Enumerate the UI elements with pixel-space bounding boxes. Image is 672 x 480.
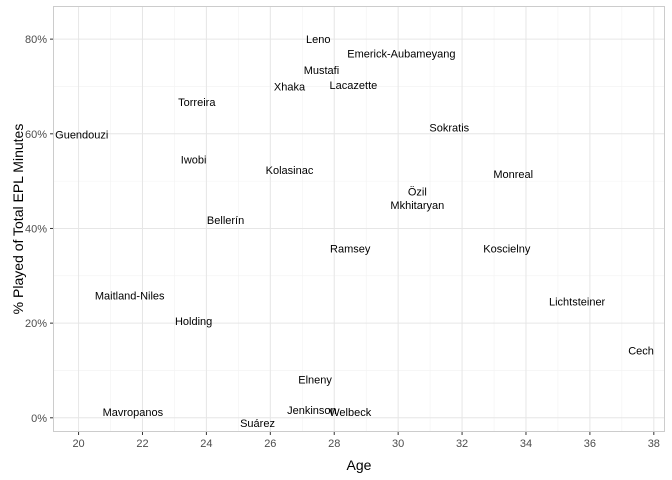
- point-labels: Leno Emerick-Aubameyang Mustafi Xhaka Lacaze…: [55, 34, 654, 430]
- x-tick-label: 24: [200, 438, 212, 450]
- major-gridlines: [53, 6, 665, 432]
- plot-panel-border: [53, 6, 665, 432]
- point-label: Leno: [306, 34, 330, 46]
- point-label: Maitland-Niles: [95, 291, 165, 303]
- x-axis: 20 22 24 26 28 30 32 34 36 38: [72, 432, 660, 450]
- x-tick-label: 28: [328, 438, 340, 450]
- x-tick-label: 22: [136, 438, 148, 450]
- point-label: Sokratis: [429, 123, 469, 135]
- point-label: Ramsey: [330, 243, 371, 255]
- point-label: Mkhitaryan: [390, 200, 444, 212]
- point-label: Jenkinson: [287, 405, 337, 417]
- y-axis: 0% 20% 40% 60% 80%: [25, 34, 53, 425]
- x-tick-label: 26: [264, 438, 276, 450]
- x-tick-label: 32: [456, 438, 468, 450]
- x-tick-label: 20: [72, 438, 84, 450]
- x-tick-label: 30: [392, 438, 404, 450]
- y-tick-label: 0%: [31, 413, 47, 425]
- point-label: Mustafi: [304, 65, 339, 77]
- point-label: Elneny: [298, 374, 332, 386]
- y-tick-label: 20%: [25, 318, 47, 330]
- y-tick-label: 40%: [25, 223, 47, 235]
- point-label: Koscielny: [483, 243, 531, 255]
- plot-panel: [53, 6, 665, 432]
- x-axis-title: Age: [347, 457, 372, 473]
- point-label: Kolasinac: [266, 165, 314, 177]
- point-label: Özil: [408, 187, 427, 199]
- point-label: Holding: [175, 316, 212, 328]
- point-label: Iwobi: [181, 154, 207, 166]
- point-label: Suárez: [240, 418, 275, 430]
- point-label: Monreal: [493, 169, 533, 181]
- point-label: Xhaka: [274, 81, 306, 93]
- point-label: Welbeck: [329, 407, 371, 419]
- minor-gridlines: [53, 6, 665, 432]
- point-label: Emerick-Aubameyang: [347, 48, 455, 60]
- y-tick-label: 60%: [25, 129, 47, 141]
- x-tick-label: 36: [584, 438, 596, 450]
- point-label: Torreira: [178, 97, 216, 109]
- point-label: Lacazette: [330, 80, 378, 92]
- y-tick-label: 80%: [25, 34, 47, 46]
- x-tick-label: 38: [648, 438, 660, 450]
- point-label: Lichtsteiner: [549, 296, 606, 308]
- point-label: Guendouzi: [55, 130, 108, 142]
- point-label: Bellerín: [207, 215, 244, 227]
- y-axis-title: % Played of Total EPL Minutes: [10, 124, 26, 315]
- x-tick-label: 34: [520, 438, 532, 450]
- point-label: Cech: [628, 346, 654, 358]
- point-label: Mavropanos: [103, 407, 164, 419]
